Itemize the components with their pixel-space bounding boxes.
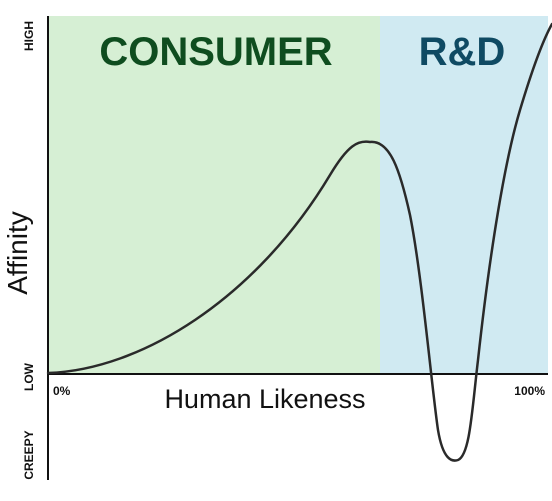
- consumer-label: CONSUMER: [99, 30, 332, 74]
- y-creepy-label: CREEPY: [22, 430, 36, 479]
- y-axis-title: Affinity: [2, 211, 33, 295]
- y-high-label: HIGH: [22, 21, 36, 51]
- y-low-label: LOW: [22, 362, 36, 391]
- x-end-label: 100%: [514, 384, 545, 398]
- x-start-label: 0%: [53, 384, 71, 398]
- rd-label: R&D: [419, 30, 506, 74]
- affinity-curve: [46, 22, 552, 462]
- consumer-region: [48, 16, 380, 374]
- x-axis-title: Human Likeness: [164, 384, 365, 414]
- rd-region: [380, 16, 548, 374]
